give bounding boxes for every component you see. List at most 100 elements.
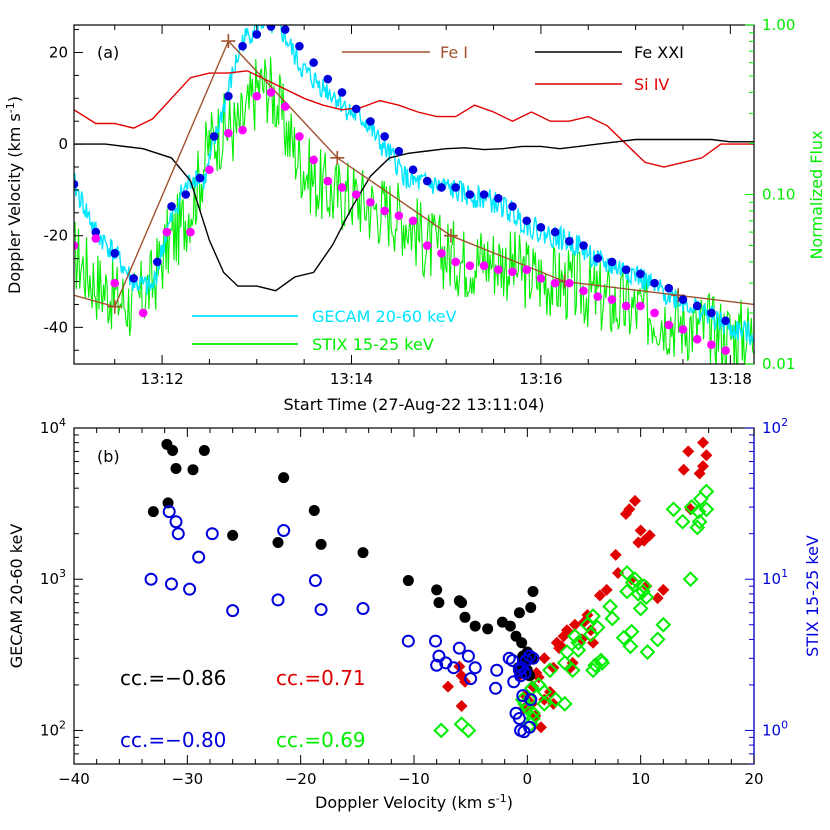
red-diamond-point [625,573,638,586]
si4-velocity-line [74,70,754,168]
black-filled-point [315,538,327,550]
gecam-point [110,248,120,258]
red-diamond-point [651,592,664,605]
stix-point [309,155,318,165]
red-diamond-point [568,618,581,631]
stix-point [366,197,375,207]
black-filled-point [357,547,369,559]
fe21-velocity-line [74,138,754,292]
blue-open-circle-point [517,725,531,739]
gecam-point [621,265,631,275]
red-diamond-point [442,680,454,693]
red-diamond-point [700,449,713,462]
black-filled-point [147,506,159,518]
cc-black-annotation: cc.=−0.86 [120,666,226,690]
cc-blue-annotation: cc.=−0.80 [120,728,226,752]
green-open-diamond-point [582,626,599,643]
gecam-point [437,183,446,192]
green-open-diamond-point [632,600,649,617]
blue-open-circle-point [432,649,446,663]
stix-point [162,227,172,237]
black-filled-point [456,597,468,609]
blue-open-circle-point [464,672,478,686]
red-diamond-point [657,583,670,596]
black-filled-point [525,602,537,614]
red-diamond-point [629,494,641,507]
blue-open-circle-point [468,661,482,675]
red-diamond-point [609,548,622,561]
panel-a-left-y-axis-title: Doppler Velocity (km s-1) [4,96,24,294]
panel-b-x-title-end: ) [507,793,513,812]
black-filled-point [198,444,210,456]
green-open-diamond-point [649,631,666,648]
green-open-diamond-point [564,662,581,679]
blue-open-circle-point [452,641,466,655]
left-y-tick-label: 0 [58,135,68,153]
stix-point [74,241,79,250]
panel-b-right-y-ticks: 100 101 102 [745,416,788,765]
gecam-point [224,91,233,101]
green-open-diamond-point [638,589,655,606]
gecam-point [153,257,162,267]
gecam-point [721,316,730,326]
stix-point [465,261,475,271]
black-filled-point [308,504,320,516]
x-tick-label: −10 [398,770,430,788]
green-open-diamond-point [692,490,709,507]
gecam-point [607,257,617,267]
blue-open-circle-point [277,523,291,537]
gecam-point [579,241,588,250]
stix-point [636,301,645,311]
gecam-point [593,254,603,263]
gecam-point [167,202,176,211]
green-open-diamond-point [683,499,700,515]
blue-open-circle-point [205,527,219,541]
green-open-diamond-point [655,616,672,633]
blue-open-circle-point [512,711,526,725]
red-diamond-point [538,652,551,665]
panel-a-left-y-title-sup: -1 [4,102,17,113]
blue-open-circle-point [506,654,520,668]
red-diamond-point [455,700,468,713]
blue-open-circle-point [429,634,443,648]
black-filled-point [469,620,481,632]
stix-point [508,267,517,277]
blue-open-circle-point [271,593,285,607]
stix-point [451,257,460,267]
blue-open-circle-point [226,604,240,618]
stix-point [394,211,404,220]
blue-open-circle-point [519,654,533,668]
gecam-point [195,173,205,183]
blue-open-circle-point [489,681,503,695]
x-tick-label: −20 [285,770,317,788]
fe1-marker [443,228,458,243]
left-y-tick-label: 102 [40,718,66,739]
red-diamond-point [634,524,647,537]
right-y-tick-label: 101 [762,567,788,588]
stix-point [205,165,214,175]
blue-open-circle-point [514,669,528,683]
panel-a-label: (a) [97,43,119,62]
green-open-diamond-point [674,513,691,530]
stix-point [692,334,702,344]
gecam-point [422,176,432,186]
panel-b-left-y-axis-title: GECAM 20-60 keV [7,524,26,669]
stix-point [351,190,361,199]
panel-b-right-y-axis-title: STIX 15-25 keV [803,535,822,657]
stix-point [138,308,148,318]
gecam-point [479,190,489,199]
green-open-diamond-point [639,644,656,660]
stix-point [479,261,489,271]
stix-point [422,241,432,250]
gecam-point [508,202,517,211]
green-open-diamond-point [594,654,611,671]
gecam-point [337,88,347,97]
gecam-point [522,216,532,226]
green-open-diamond-point [585,608,601,625]
panel-b-series [144,436,715,739]
red-diamond-point [632,536,645,549]
gecam-point [550,227,560,237]
panel-b-left-y-ticks: 102 103 104 [40,416,83,765]
green-open-diamond-point [536,683,553,700]
